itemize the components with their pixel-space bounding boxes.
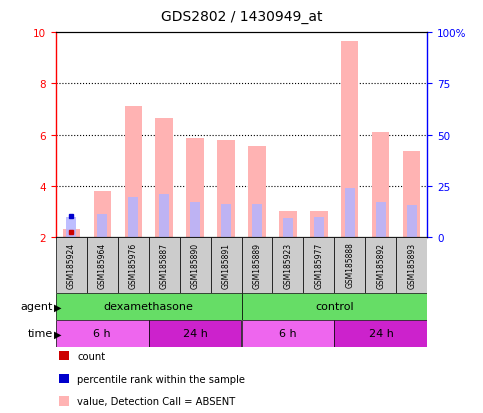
Text: value, Detection Call = ABSENT: value, Detection Call = ABSENT [77, 396, 236, 406]
Bar [58, 351, 69, 361]
Text: 24 h: 24 h [369, 328, 394, 339]
Text: 6 h: 6 h [93, 328, 111, 339]
Text: GSM185893: GSM185893 [408, 242, 416, 288]
Bar [248, 147, 266, 237]
Bar [376, 203, 385, 237]
Text: GSM185888: GSM185888 [345, 242, 355, 288]
Bar [303, 237, 334, 293]
Text: GSM185977: GSM185977 [314, 242, 324, 288]
Bar [125, 107, 142, 237]
Text: GSM185887: GSM185887 [159, 242, 169, 288]
Bar [66, 217, 76, 237]
Bar [403, 152, 421, 237]
Bar [366, 237, 397, 293]
Bar [242, 237, 272, 293]
Bar [56, 293, 242, 320]
Bar [280, 212, 297, 237]
Text: ▶: ▶ [54, 301, 62, 312]
Text: time: time [28, 328, 53, 339]
Text: count: count [77, 351, 105, 361]
Bar [407, 206, 417, 237]
Bar [62, 230, 80, 237]
Bar [341, 42, 358, 237]
Bar [98, 214, 107, 237]
Bar [186, 139, 203, 237]
Bar [211, 237, 242, 293]
Bar [311, 212, 327, 237]
Bar [149, 320, 242, 347]
Bar [284, 218, 293, 237]
Bar [128, 198, 138, 237]
Bar [149, 237, 180, 293]
Bar [159, 194, 169, 237]
Bar [242, 293, 427, 320]
Text: GSM185976: GSM185976 [128, 242, 138, 288]
Text: 24 h: 24 h [183, 328, 208, 339]
Bar [334, 320, 427, 347]
Bar [58, 396, 69, 406]
Bar [397, 237, 427, 293]
Bar [334, 237, 366, 293]
Text: 6 h: 6 h [279, 328, 297, 339]
Text: percentile rank within the sample: percentile rank within the sample [77, 374, 245, 384]
Bar [372, 133, 389, 237]
Bar [242, 320, 334, 347]
Bar [56, 237, 86, 293]
Bar [156, 119, 172, 237]
Text: dexamethasone: dexamethasone [103, 301, 194, 312]
Text: ▶: ▶ [54, 328, 62, 339]
Bar [252, 204, 262, 237]
Bar [272, 237, 303, 293]
Text: GSM185892: GSM185892 [376, 242, 385, 288]
Text: agent: agent [21, 301, 53, 312]
Bar [180, 237, 211, 293]
Text: GSM185964: GSM185964 [98, 242, 107, 288]
Bar [221, 204, 231, 237]
Text: control: control [315, 301, 354, 312]
Bar [217, 140, 235, 237]
Bar [345, 189, 355, 237]
Text: GSM185890: GSM185890 [190, 242, 199, 288]
Text: GSM185889: GSM185889 [253, 242, 261, 288]
Bar [56, 320, 149, 347]
Text: GSM185923: GSM185923 [284, 242, 293, 288]
Bar [190, 203, 199, 237]
Text: GSM185924: GSM185924 [67, 242, 75, 288]
Bar [86, 237, 117, 293]
Bar [58, 374, 69, 383]
Bar [117, 237, 149, 293]
Text: GSM185891: GSM185891 [222, 242, 230, 288]
Text: GDS2802 / 1430949_at: GDS2802 / 1430949_at [161, 10, 322, 24]
Bar [314, 217, 324, 237]
Bar [94, 192, 111, 237]
